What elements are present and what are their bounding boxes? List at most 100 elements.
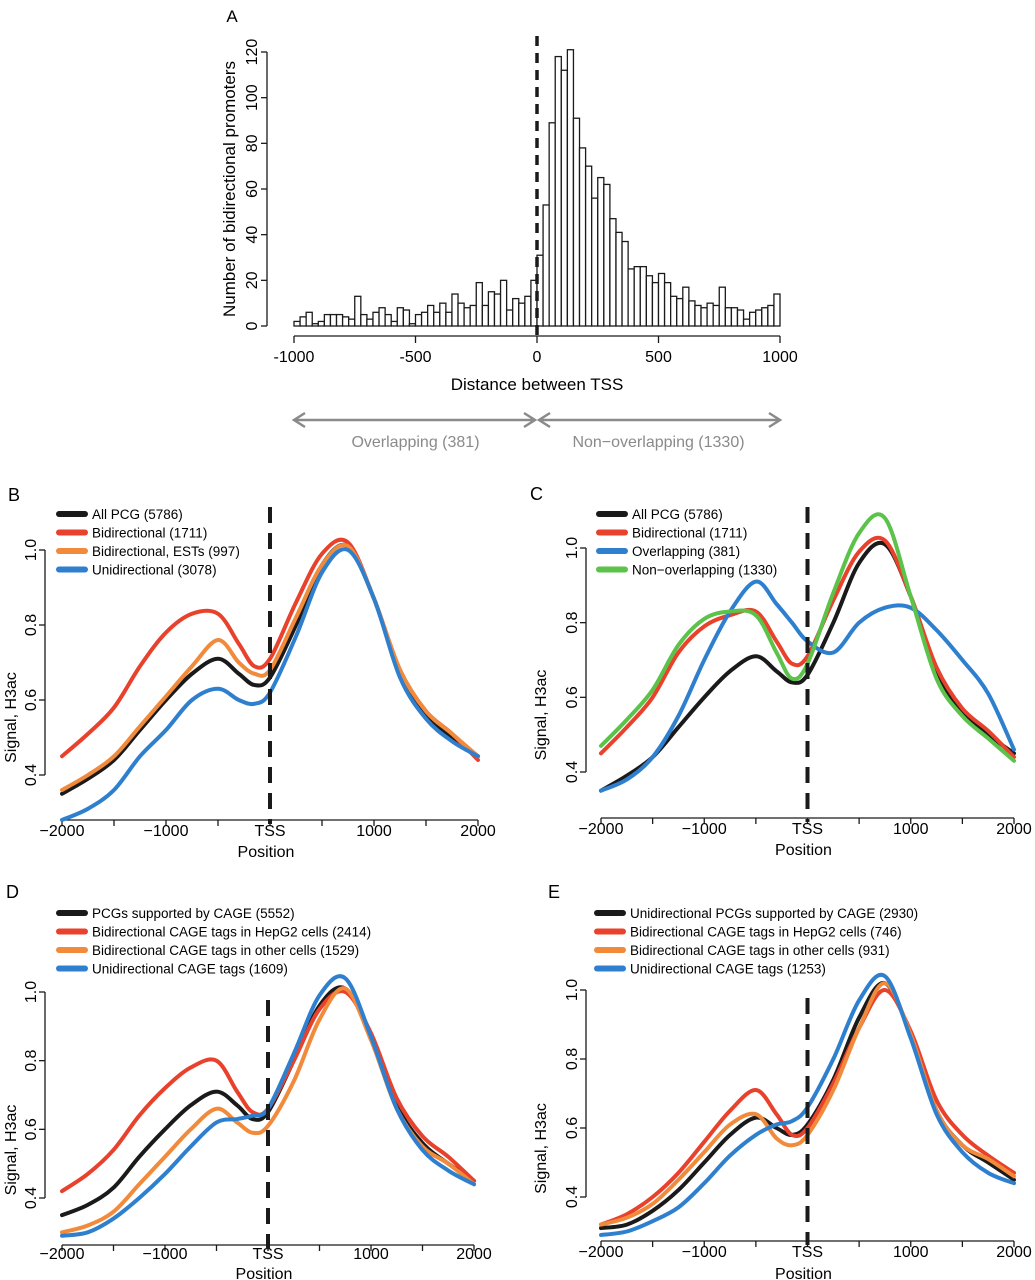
histogram-bar bbox=[676, 297, 684, 327]
histogram-bar bbox=[554, 55, 562, 327]
legend-label: Overlapping (381) bbox=[632, 544, 740, 559]
histogram-bar bbox=[663, 281, 672, 327]
legend: All PCG (5786) Bidirectional (1711) Overla… bbox=[596, 507, 777, 578]
y-tick-label: 100 bbox=[244, 84, 261, 111]
y-tick-label: 0 bbox=[244, 321, 261, 330]
legend-label: Unidirectional (3078) bbox=[92, 563, 217, 578]
histogram-bar bbox=[597, 176, 605, 327]
histogram-bar bbox=[469, 304, 477, 327]
histogram-bar bbox=[584, 165, 593, 327]
histogram-bar bbox=[414, 313, 423, 327]
overlapping-arrow bbox=[291, 411, 538, 429]
y-tick-label: 1.0 bbox=[23, 539, 40, 561]
histogram-bar bbox=[426, 304, 435, 327]
y-tick-label: 0.8 bbox=[564, 1048, 581, 1070]
legend-label: All PCG (5786) bbox=[632, 507, 723, 522]
histogram-bar bbox=[402, 309, 411, 327]
histogram-bar bbox=[633, 265, 641, 327]
x-tick-label: TSS bbox=[792, 821, 823, 838]
x-tick-label: −1000 bbox=[143, 1246, 188, 1263]
panel-d: D 0.4 0.6 0.8 1.0 Signal, H3ac −2000 −1000 TSS 10… bbox=[3, 882, 492, 1280]
histogram-bar bbox=[475, 281, 483, 327]
histogram-bar bbox=[724, 307, 733, 327]
panel-e: E 0.4 0.6 0.8 1.0 Signal, H3ac −2000 −1000 TSS 10… bbox=[533, 882, 1032, 1280]
y-tick-label: 0.6 bbox=[564, 686, 581, 708]
x-tick-label: -1000 bbox=[274, 349, 315, 366]
y-tick-label: 0.8 bbox=[23, 1049, 40, 1071]
x-tick-label: 500 bbox=[645, 349, 672, 366]
x-tick-label: 1000 bbox=[893, 821, 929, 838]
histogram-bar bbox=[505, 309, 514, 327]
histogram-bar bbox=[572, 117, 581, 327]
histogram-bar bbox=[700, 307, 708, 327]
panel-label-a: A bbox=[226, 7, 238, 26]
histogram-bar bbox=[311, 323, 319, 327]
histogram-bar bbox=[736, 309, 745, 327]
histogram-bar bbox=[299, 316, 307, 327]
legend-label: Bidirectional (1711) bbox=[92, 526, 207, 541]
panel-b: B 0.4 0.6 0.8 1.0 Signal, H3ac −2000 −1000 TSS 10… bbox=[3, 485, 496, 861]
histogram-bar bbox=[688, 300, 696, 327]
legend-label: Bidirectional, ESTs (997) bbox=[92, 544, 240, 559]
histogram-bar bbox=[761, 307, 769, 327]
histogram-bar bbox=[755, 309, 763, 327]
histogram-bar bbox=[493, 293, 502, 327]
histogram-bar bbox=[524, 295, 532, 327]
y-tick-label: 80 bbox=[244, 134, 261, 152]
histogram-bar bbox=[439, 302, 447, 327]
histogram-bar bbox=[317, 320, 326, 327]
panel-c: C 0.4 0.6 0.8 1.0 Signal, H3ac −2000 −1000 TSS 10… bbox=[530, 484, 1032, 859]
y-tick-label: 1.0 bbox=[564, 537, 581, 559]
histogram-bar bbox=[530, 279, 538, 327]
x-tick-label: -500 bbox=[399, 349, 431, 366]
legend-label: Unidirectional CAGE tags (1609) bbox=[92, 962, 288, 977]
series-line-3 bbox=[599, 512, 1016, 763]
histogram-bar bbox=[651, 281, 660, 327]
histogram-bar bbox=[378, 307, 386, 327]
histogram-bar bbox=[293, 320, 301, 327]
histogram-bar bbox=[360, 313, 368, 327]
series-line-2 bbox=[599, 579, 1016, 793]
legend-label: Unidirectional PCGs supported by CAGE (2… bbox=[630, 906, 918, 921]
histogram-bar bbox=[578, 147, 587, 327]
x-tick-label: −2000 bbox=[579, 821, 624, 838]
histogram-bar bbox=[742, 318, 751, 327]
legend: All PCG (5786) Bidirectional (1711) Bidire… bbox=[56, 507, 240, 578]
series-line-3 bbox=[60, 974, 476, 1238]
x-axis-title: Position bbox=[238, 844, 295, 861]
y-axis-title: Signal, H3ac bbox=[3, 672, 20, 763]
x-tick-label: 2000 bbox=[460, 823, 496, 840]
histogram-bar bbox=[657, 272, 666, 327]
y-axis-title: Signal, H3ac bbox=[3, 1105, 20, 1196]
legend: PCGs supported by CAGE (5552) Bidirection… bbox=[56, 906, 371, 977]
histogram-bar bbox=[335, 313, 344, 327]
histogram-bar bbox=[329, 313, 338, 327]
legend-label: Non−overlapping (1330) bbox=[632, 563, 777, 578]
histogram-bar bbox=[682, 286, 690, 327]
histogram-bar bbox=[670, 295, 678, 327]
x-axis-title: Distance between TSS bbox=[451, 375, 624, 394]
histogram-bar bbox=[408, 323, 417, 327]
histogram-bar bbox=[384, 313, 392, 327]
panel-label-e: E bbox=[548, 882, 560, 902]
histogram-bar bbox=[730, 307, 739, 327]
arrow-head-right bbox=[768, 411, 783, 429]
histogram-bar bbox=[354, 295, 362, 327]
y-tick-label: 0.4 bbox=[564, 1186, 581, 1208]
y-tick-label: 0.4 bbox=[23, 1187, 40, 1209]
histogram-bar bbox=[341, 316, 350, 327]
y-tick-label: 40 bbox=[244, 226, 261, 244]
histogram-bar bbox=[366, 318, 374, 327]
non-overlapping-label: Non−overlapping (1330) bbox=[572, 434, 744, 451]
legend-label: Unidirectional CAGE tags (1253) bbox=[630, 962, 826, 977]
x-tick-label: −1000 bbox=[682, 1244, 727, 1261]
histogram-bar bbox=[420, 311, 429, 327]
x-tick-label: −2000 bbox=[40, 1246, 85, 1263]
x-tick-label: 0 bbox=[533, 349, 542, 366]
x-tick-label: 1000 bbox=[353, 1246, 389, 1263]
series-lines bbox=[60, 537, 480, 822]
histogram-bar bbox=[712, 304, 720, 327]
histogram-bar bbox=[451, 293, 459, 327]
x-tick-label: TSS bbox=[792, 1244, 823, 1261]
